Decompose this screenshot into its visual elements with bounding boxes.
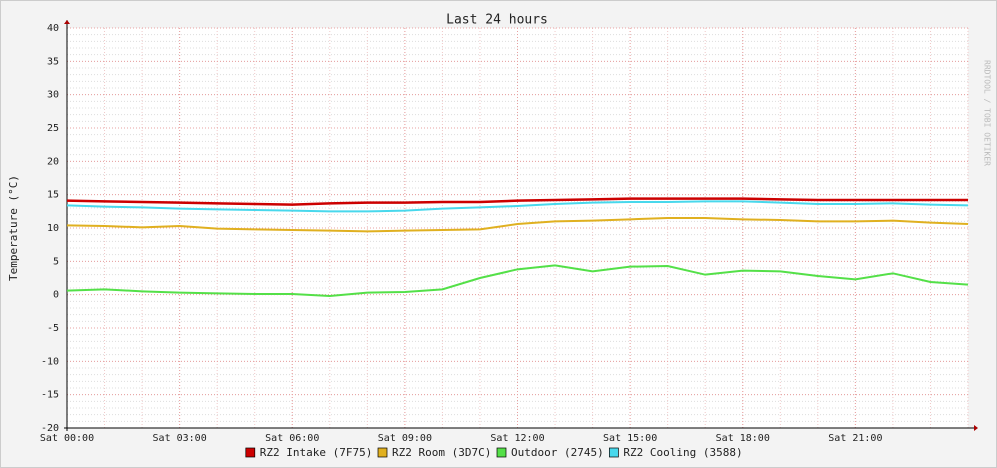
- y-tick-label: 25: [47, 123, 59, 134]
- legend-swatch: [609, 447, 619, 458]
- y-tick-label: -20: [41, 423, 59, 434]
- series-line: [66, 197, 968, 206]
- y-tick-label: 10: [47, 223, 59, 234]
- y-tick-label: 40: [47, 23, 59, 34]
- series-line: [66, 217, 969, 233]
- legend-label: RZ2 Cooling (3588): [623, 446, 742, 459]
- legend-swatch: [377, 447, 388, 458]
- x-tick-label: Sat 03:00: [153, 433, 207, 444]
- watermark: RRDTOOL / TOBI OETIKER: [983, 60, 992, 166]
- x-tick-label: Sat 15:00: [603, 433, 657, 444]
- chart-title: Last 24 hours: [446, 13, 548, 28]
- axis-arrow: [974, 425, 978, 431]
- series-line: [66, 200, 969, 213]
- legend-swatch: [245, 447, 256, 458]
- x-tick-label: Sat 12:00: [490, 433, 544, 444]
- series-line: [66, 264, 969, 298]
- y-tick-label: 0: [53, 290, 59, 301]
- y-tick-label: -10: [41, 356, 59, 367]
- y-tick-label: 15: [47, 190, 59, 201]
- y-axis-label: Temperature (°C): [7, 175, 20, 281]
- y-tick-label: 20: [47, 156, 59, 167]
- y-tick-label: 30: [47, 90, 59, 101]
- x-tick-label: Sat 09:00: [378, 433, 432, 444]
- y-tick-label: 35: [47, 56, 59, 67]
- x-tick-label: Sat 06:00: [265, 433, 319, 444]
- x-tick-label: Sat 00:00: [40, 433, 94, 444]
- x-tick-label: Sat 21:00: [828, 433, 882, 444]
- x-tick-label: Sat 18:00: [716, 433, 770, 444]
- y-tick-label: -5: [47, 323, 59, 334]
- legend-label: RZ2 Room (3D7C): [392, 446, 491, 459]
- axis-arrow: [64, 20, 70, 24]
- legend-label: Outdoor (2745): [511, 446, 604, 459]
- legend-swatch: [496, 447, 507, 458]
- y-tick-label: -15: [41, 390, 59, 401]
- legend-label: RZ2 Intake (7F75): [260, 446, 373, 459]
- y-tick-label: 5: [53, 256, 59, 267]
